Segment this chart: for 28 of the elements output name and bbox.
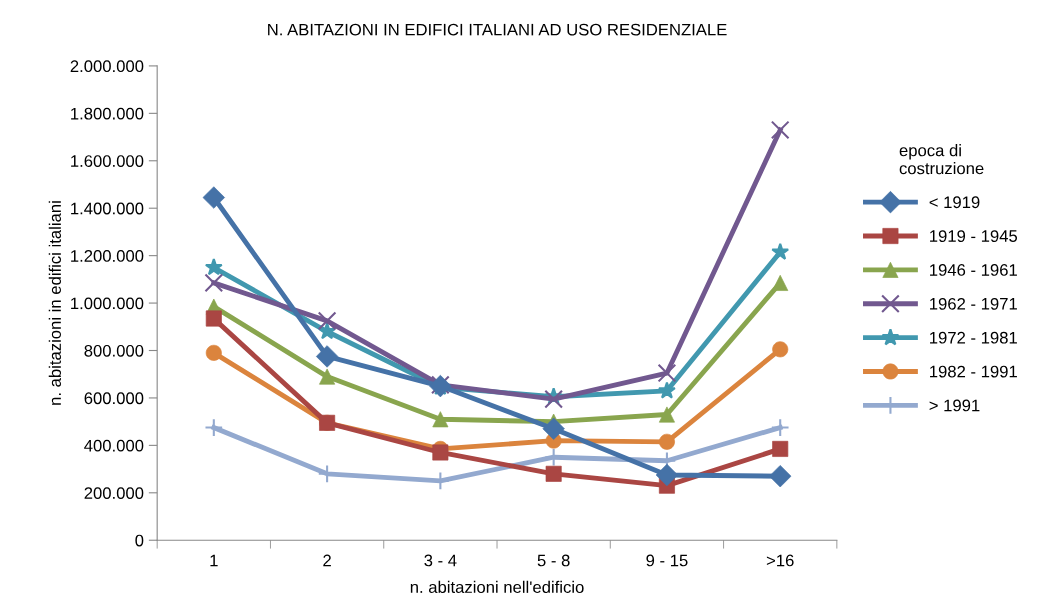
y-tick-label: 2.000.000 <box>70 60 144 73</box>
x-tick-label: 2 <box>323 554 331 567</box>
y-tick-label: 600.000 <box>84 392 144 405</box>
y-tick-label: 1.800.000 <box>71 107 144 120</box>
legend-label: 1962 - 1971 <box>930 297 1017 310</box>
legend-title: epoca di costruzione <box>899 144 984 175</box>
y-tick-label: 400.000 <box>84 439 144 452</box>
x-tick-label: 9 - 15 <box>646 554 688 567</box>
y-tick-label: 1.600.000 <box>71 155 144 167</box>
legend-label: 1982 - 1991 <box>930 365 1017 378</box>
x-tick-label: 5 - 8 <box>537 554 570 567</box>
y-tick-label: 1.400.000 <box>71 202 144 215</box>
y-tick-label: 0 <box>135 534 144 547</box>
legend-label: 1972 - 1981 <box>930 331 1017 344</box>
y-axis-title: n. abitazioni in edifici italiani <box>48 201 61 405</box>
x-tick-label: 1 <box>210 554 218 567</box>
legend-label: < 1919 <box>929 196 980 209</box>
legend-label: 1946 - 1961 <box>930 264 1017 276</box>
y-tick-label: 200.000 <box>84 487 144 499</box>
legend-label: 1919 - 1945 <box>930 230 1018 242</box>
y-tick-label: 800.000 <box>84 344 144 357</box>
x-axis-title: n. abitazioni nell'edificio <box>410 580 584 594</box>
y-tick-label: 1.200.000 <box>71 250 144 262</box>
legend-label: > 1991 <box>929 399 980 412</box>
x-tick-label: 3 - 4 <box>424 554 457 567</box>
y-tick-label: 1.000.000 <box>71 297 144 310</box>
chart-title: N. ABITAZIONI IN EDIFICI ITALIANI AD USO RESIDENZIALE <box>268 23 727 36</box>
x-tick-label: >16 <box>766 554 794 567</box>
